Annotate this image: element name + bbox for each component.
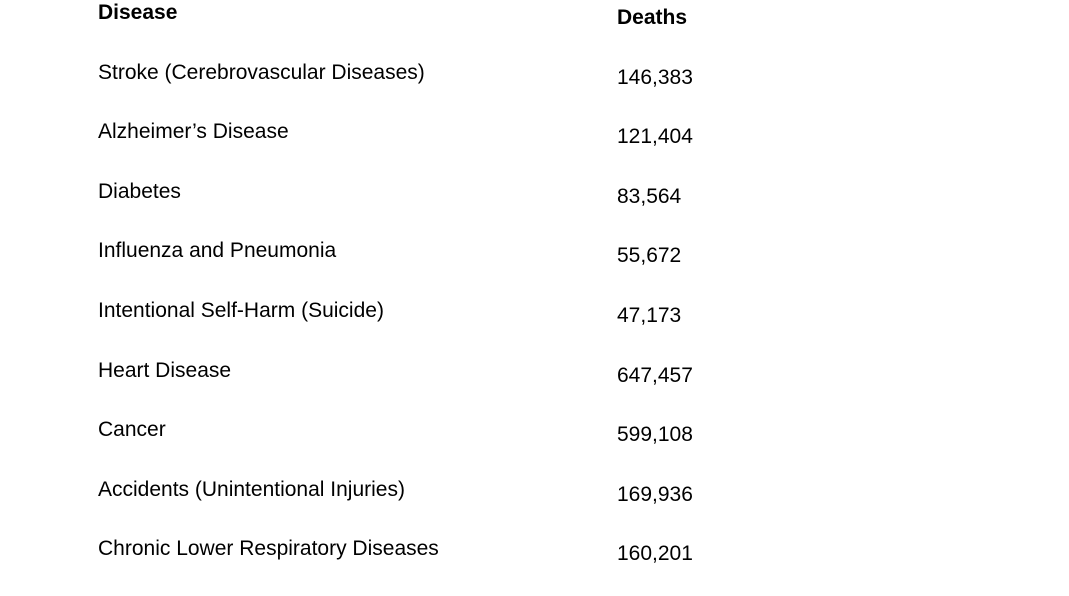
deaths-cell: 169,936 (617, 482, 693, 506)
disease-cell: Chronic Lower Respiratory Diseases (98, 537, 439, 561)
table-row: Diabetes 83,564 (98, 179, 958, 239)
deaths-cell: 146,383 (617, 65, 693, 89)
deaths-cell: 647,457 (617, 363, 693, 387)
disease-cell: Diabetes (98, 179, 181, 203)
deaths-cell: 47,173 (617, 303, 682, 327)
table-header-row: Disease Deaths (98, 0, 958, 60)
table-row: Heart Disease 647,457 (98, 358, 958, 418)
deaths-cell: 83,564 (617, 184, 682, 208)
deaths-column-header: Deaths (617, 6, 688, 29)
disease-cell: Stroke (Cerebrovascular Diseases) (98, 60, 425, 84)
disease-cell: Cancer (98, 418, 166, 442)
disease-cell: Intentional Self-Harm (Suicide) (98, 298, 384, 322)
table-row: Cancer 599,108 (98, 417, 958, 477)
table-row: Chronic Lower Respiratory Diseases 160,2… (98, 536, 958, 596)
table-row: Stroke (Cerebrovascular Diseases) 146,38… (98, 60, 958, 120)
deaths-cell: 121,404 (617, 125, 693, 149)
deaths-cell: 55,672 (617, 244, 682, 268)
table-row: Intentional Self-Harm (Suicide) 47,173 (98, 298, 958, 358)
deaths-cell: 160,201 (617, 542, 693, 566)
deaths-by-disease-table: Disease Deaths Stroke (Cerebrovascular D… (98, 0, 958, 596)
disease-column-header: Disease (98, 1, 178, 24)
table-row: Alzheimer’s Disease 121,404 (98, 119, 958, 179)
disease-cell: Heart Disease (98, 358, 232, 382)
disease-cell: Influenza and Pneumonia (98, 239, 337, 263)
table-row: Accidents (Unintentional Injuries) 169,9… (98, 477, 958, 537)
table-row: Influenza and Pneumonia 55,672 (98, 238, 958, 298)
disease-cell: Accidents (Unintentional Injuries) (98, 477, 405, 501)
disease-cell: Alzheimer’s Disease (98, 120, 289, 144)
deaths-cell: 599,108 (617, 423, 693, 447)
